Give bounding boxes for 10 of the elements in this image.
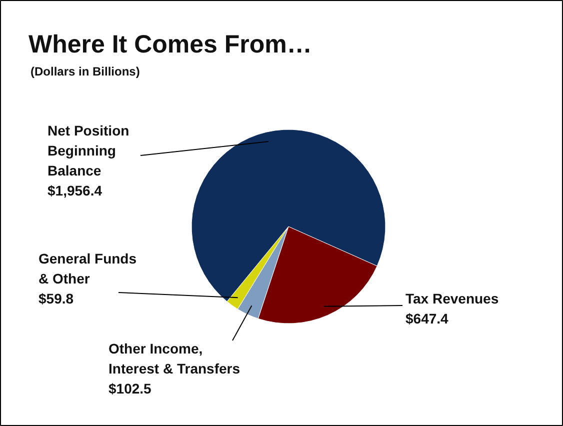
slice-label: Tax Revenues [406, 290, 499, 306]
data-label: $102.5 [108, 380, 152, 396]
chart-title: Where It Comes From… [28, 30, 312, 58]
slice-label: Net Position Beginning Balance [48, 122, 130, 178]
data-label: $1,956.4 [48, 182, 102, 198]
data-label: $647.4 [406, 310, 449, 326]
slice-label: General Funds & Other [38, 250, 137, 286]
slice-label: Other Income, Interest & Transfers [108, 340, 240, 376]
data-label: $59.8 [38, 290, 74, 306]
chart-subtitle: (Dollars in Billions) [30, 64, 140, 78]
